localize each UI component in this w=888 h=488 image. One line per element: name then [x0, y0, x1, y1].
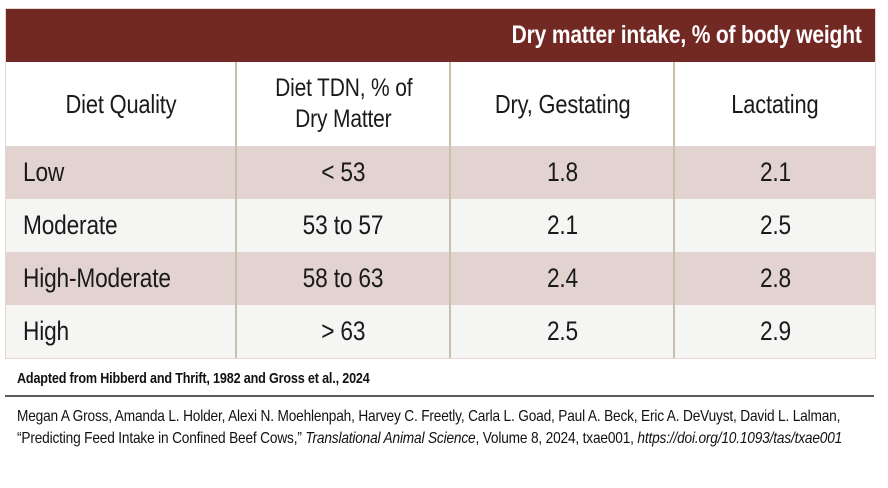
row-high-cell-tdn: > 63 [235, 305, 450, 358]
divider-rule [5, 395, 874, 397]
citation-authors: Megan A Gross, Amanda L. Holder, Alexi N… [17, 408, 841, 425]
header-cell-diet-tdn: Diet TDN, % of Dry Matter [235, 62, 450, 146]
footnote-text: Adapted from Hibberd and Thrift, 1982 an… [17, 370, 370, 387]
row-low-cell-dry-gestating: 1.8 [449, 146, 674, 199]
row-high-cell-dry-gestating: 2.5 [449, 305, 674, 358]
row-moderate-cell-tdn: 53 to 57 [235, 199, 450, 252]
header-label-line1: Diet TDN, % of [274, 74, 412, 102]
row-high-cell-lactating: 2.9 [673, 305, 875, 358]
row-high-moderate-cell-quality: High-Moderate [6, 252, 236, 305]
cell-text: Moderate [23, 210, 118, 240]
footnote: Adapted from Hibberd and Thrift, 1982 an… [17, 370, 874, 387]
row-high-moderate-cell-tdn: 58 to 63 [235, 252, 450, 305]
cell-text: 1.8 [546, 157, 578, 187]
cell-text: High [23, 316, 69, 346]
dmi-table: Dry matter intake, % of body weight Diet… [5, 8, 876, 359]
cell-text: 2.5 [546, 316, 578, 346]
row-moderate-cell-lactating: 2.5 [673, 199, 875, 252]
citation-article-title: “Predicting Feed Intake in Confined Beef… [17, 429, 306, 447]
cell-text: 2.9 [759, 316, 791, 346]
cell-text: > 63 [321, 316, 366, 346]
row-high-moderate-cell-lactating: 2.8 [673, 252, 875, 305]
citation-doi: https://doi.org/10.1093/tas/txae001 [637, 429, 843, 447]
header-cell-lactating: Lactating [673, 62, 875, 146]
row-moderate-cell-quality: Moderate [6, 199, 236, 252]
cell-text: 2.5 [759, 210, 791, 240]
cell-text: Low [23, 157, 65, 187]
table-title-bar: Dry matter intake, % of body weight [6, 9, 875, 62]
cell-text: High-Moderate [23, 263, 171, 293]
header-label-line2: Dry Matter [295, 105, 392, 133]
row-high-moderate-cell-dry-gestating: 2.4 [449, 252, 674, 305]
row-high-cell-quality: High [6, 305, 236, 358]
cell-text: 2.8 [759, 263, 791, 293]
row-moderate-cell-dry-gestating: 2.1 [449, 199, 674, 252]
row-low-cell-quality: Low [6, 146, 236, 199]
header-label: Dry, Gestating [494, 88, 631, 119]
table-grid: Diet Quality Diet TDN, % of Dry Matter D… [6, 62, 875, 358]
row-low-cell-tdn: < 53 [235, 146, 450, 199]
header-label: Lactating [731, 88, 819, 119]
header-label: Diet Quality [65, 88, 177, 119]
cell-text: 2.1 [546, 210, 578, 240]
citation: Megan A Gross, Amanda L. Holder, Alexi N… [17, 406, 876, 449]
citation-middle: , Volume 8, 2024, txae001, [475, 429, 638, 447]
row-low-cell-lactating: 2.1 [673, 146, 875, 199]
table-title: Dry matter intake, % of body weight [511, 21, 862, 49]
cell-text: 58 to 63 [302, 263, 384, 293]
cell-text: < 53 [321, 157, 366, 187]
page: Dry matter intake, % of body weight Diet… [5, 8, 876, 449]
cell-text: 2.4 [546, 263, 578, 293]
header-cell-dry-gestating: Dry, Gestating [449, 62, 674, 146]
header-cell-diet-quality: Diet Quality [6, 62, 236, 146]
cell-text: 53 to 57 [302, 210, 384, 240]
cell-text: 2.1 [759, 157, 791, 187]
citation-journal: Translational Animal Science [305, 429, 476, 447]
